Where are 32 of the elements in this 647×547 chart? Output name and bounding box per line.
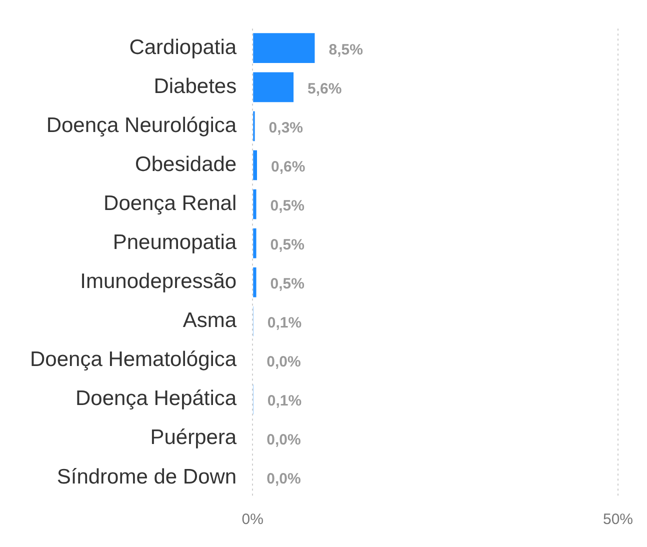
data-label: 0,1% (267, 392, 302, 410)
x-tick-label: 0% (242, 511, 264, 528)
data-label: 0,3% (268, 119, 304, 136)
y-tick-label: Cardiopatia (129, 36, 237, 59)
data-label: 0,5% (270, 197, 304, 214)
data-label: 0,0% (266, 354, 301, 371)
y-tick-label: Imunodepressão (80, 270, 237, 294)
bar (253, 267, 256, 298)
bar (253, 189, 256, 220)
data-label: 0,5% (270, 275, 304, 292)
y-tick-label: Obesidade (135, 153, 237, 176)
y-tick-label: Doença Hepática (76, 387, 237, 410)
bar (253, 33, 315, 64)
data-label: 0,0% (266, 470, 301, 488)
bar (253, 72, 294, 102)
data-label: 0,5% (270, 236, 304, 254)
x-tick-label: 50% (602, 511, 634, 528)
data-label: 8,5% (328, 41, 363, 58)
y-tick-label: Doença Neurológica (46, 114, 237, 137)
bar (253, 150, 257, 180)
bar (253, 228, 256, 258)
data-label: 0,0% (266, 432, 301, 449)
y-tick-label: Pneumopatia (112, 231, 237, 254)
y-tick-label: Doença Hematológica (30, 348, 237, 372)
y-tick-label: Asma (182, 309, 237, 332)
y-tick-label: Diabetes (154, 74, 237, 98)
data-label: 5,6% (308, 80, 342, 98)
data-label: 0,6% (271, 158, 306, 176)
y-tick-label: Síndrome de Down (56, 465, 237, 488)
data-label: 0,1% (267, 314, 302, 332)
y-tick-label: Puérpera (150, 426, 237, 450)
y-tick-label: Doença Renal (104, 192, 237, 216)
